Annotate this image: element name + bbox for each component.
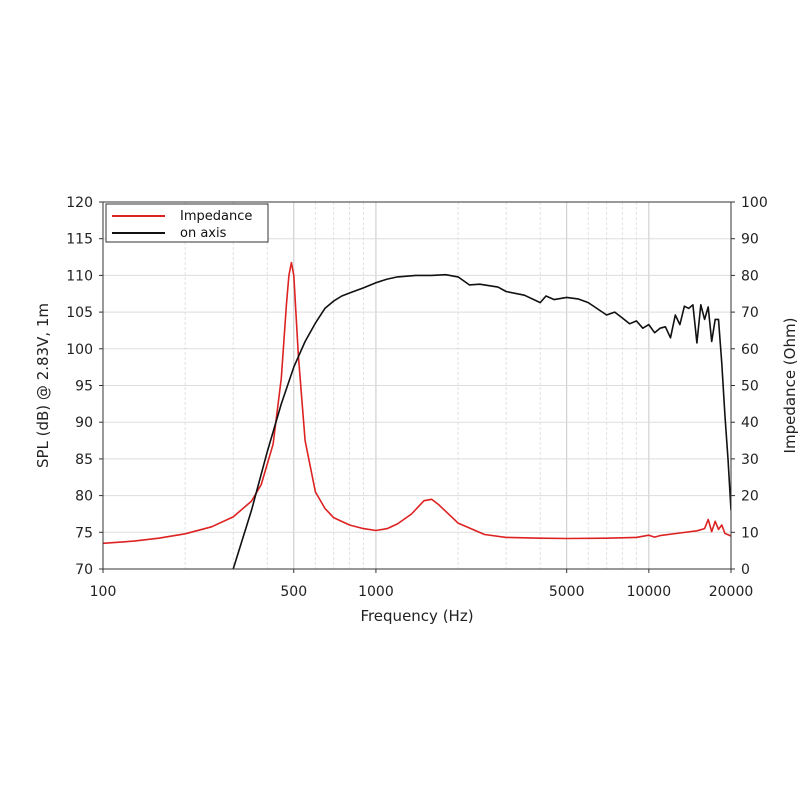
right-tick-label: 70 — [741, 305, 759, 321]
left-tick-label: 90 — [75, 415, 93, 431]
legend-box — [105, 203, 269, 243]
x-tick-label: 20000 — [709, 584, 754, 600]
x-tick-label: 5000 — [549, 584, 585, 600]
right-tick-label: 20 — [741, 489, 759, 505]
right-axis-ticks: 0 10 20 30 40 50 60 70 80 90 100 — [731, 195, 768, 578]
right-axis-title: Impedance (Ohm) — [781, 318, 799, 454]
right-tick-label: 80 — [741, 268, 759, 284]
right-tick-label: 50 — [741, 379, 759, 395]
left-tick-label: 105 — [66, 305, 93, 321]
x-axis-ticks: 100 500 1000 5000 10000 20000 — [90, 569, 754, 600]
left-tick-label: 100 — [66, 342, 93, 358]
right-tick-label: 60 — [741, 342, 759, 358]
right-tick-label: 40 — [741, 415, 759, 431]
left-tick-label: 110 — [66, 268, 93, 284]
right-tick-label: 100 — [741, 195, 768, 211]
x-tick-label: 1000 — [358, 584, 394, 600]
right-tick-label: 10 — [741, 525, 759, 541]
left-tick-label: 75 — [75, 525, 93, 541]
grid — [103, 202, 731, 569]
legend-label-impedance: Impedance — [180, 209, 252, 224]
right-tick-label: 0 — [741, 562, 750, 578]
left-tick-label: 120 — [66, 195, 93, 211]
left-axis-title: SPL (dB) @ 2.83V, 1m — [34, 303, 52, 468]
left-axis-ticks: 70 75 80 85 90 95 100 105 110 115 120 — [66, 195, 103, 578]
x-axis-title: Frequency (Hz) — [360, 607, 473, 625]
left-tick-label: 80 — [75, 489, 93, 505]
legend: Impedance on axis — [105, 203, 269, 243]
x-tick-label: 100 — [90, 584, 117, 600]
left-tick-label: 70 — [75, 562, 93, 578]
left-tick-label: 95 — [75, 379, 93, 395]
x-tick-label: 500 — [280, 584, 307, 600]
left-tick-label: 85 — [75, 452, 93, 468]
x-tick-label: 10000 — [627, 584, 672, 600]
series-line-impedance — [103, 261, 731, 545]
right-tick-label: 90 — [741, 232, 759, 248]
left-tick-label: 115 — [66, 232, 93, 248]
series-line-on-axis — [232, 273, 731, 569]
legend-label-on-axis: on axis — [180, 226, 227, 241]
right-tick-label: 30 — [741, 452, 759, 468]
plot-series — [103, 261, 731, 569]
